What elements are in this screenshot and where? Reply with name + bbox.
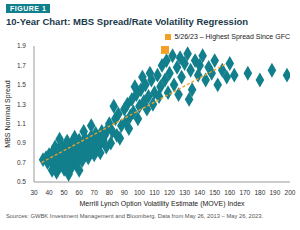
svg-text:30: 30 [30, 189, 38, 196]
svg-text:1.5: 1.5 [17, 81, 26, 88]
svg-text:170: 170 [239, 189, 250, 196]
svg-text:110: 110 [149, 189, 160, 196]
svg-text:180: 180 [254, 189, 265, 196]
svg-text:1.3: 1.3 [17, 101, 26, 108]
html-text:Sources: GWBK Investment Manag: Sources: GWBK Investment Management and … [6, 213, 264, 219]
svg-text:0.9: 0.9 [17, 139, 26, 146]
svg-text:90: 90 [121, 189, 129, 196]
svg-text:40: 40 [45, 189, 53, 196]
svg-text:MBS Nominal Spread: MBS Nominal Spread [8, 80, 12, 147]
svg-text:1.9: 1.9 [17, 42, 26, 49]
html-text:5/26/23 – Highest Spread Since: 5/26/23 – Highest Spread Since GFC [174, 33, 290, 40]
svg-text:80: 80 [106, 189, 114, 196]
svg-text:Merrill Lynch Option Volatilit: Merrill Lynch Option Volatility Estimate… [79, 200, 245, 208]
svg-text:140: 140 [194, 189, 205, 196]
svg-text:160: 160 [224, 189, 235, 196]
svg-text:1.1: 1.1 [17, 120, 26, 127]
svg-text:190: 190 [270, 189, 281, 196]
html-text:FIGURE 1: FIGURE 1 [10, 5, 47, 12]
svg-text:120: 120 [164, 189, 175, 196]
svg-text:130: 130 [179, 189, 190, 196]
svg-text:200: 200 [285, 189, 292, 196]
svg-text:150: 150 [209, 189, 220, 196]
svg-text:0.7: 0.7 [17, 159, 26, 166]
svg-text:60: 60 [76, 189, 84, 196]
svg-text:50: 50 [61, 189, 69, 196]
svg-text:100: 100 [134, 189, 145, 196]
svg-text:70: 70 [91, 189, 99, 196]
svg-text:1.7: 1.7 [17, 62, 26, 69]
svg-text:0.5: 0.5 [17, 178, 26, 185]
html-text:10-Year Chart: MBS Spread/Rate: 10-Year Chart: MBS Spread/Rate Volatilit… [6, 16, 249, 27]
